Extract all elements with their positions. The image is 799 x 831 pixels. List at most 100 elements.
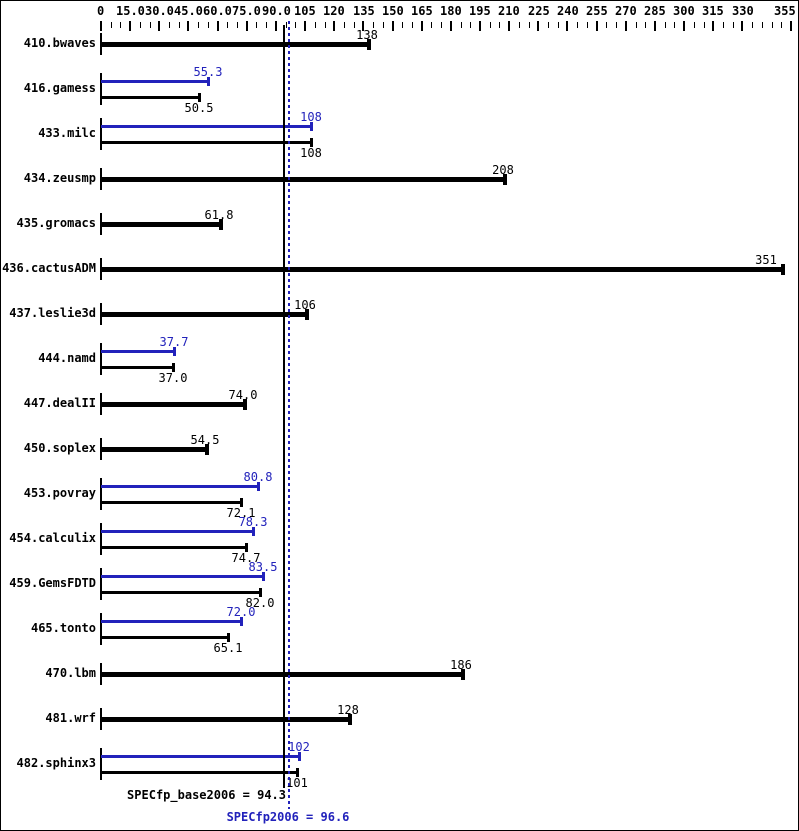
base-bar [101, 636, 228, 639]
axis-minor-tick [373, 22, 374, 28]
base-bar [101, 447, 207, 452]
benchmark-label: 482.sphinx3 [16, 756, 96, 770]
peak-bar-end-cap [207, 77, 210, 86]
benchmark-label: 416.gamess [23, 81, 96, 95]
base-value-label: 128 [337, 703, 359, 717]
axis-major-tick [421, 21, 423, 31]
axis-major-tick [741, 21, 743, 31]
axis-tick-label: 45.0 [174, 4, 203, 18]
axis-minor-tick [208, 22, 209, 28]
axis-major-tick [625, 21, 627, 31]
axis-minor-tick [344, 22, 345, 28]
axis-major-tick [596, 21, 598, 31]
base-bar-end-cap [781, 264, 785, 275]
peak-bar [101, 575, 263, 578]
axis-minor-tick [227, 22, 228, 28]
peak-bar [101, 485, 258, 488]
peak-bar-end-cap [173, 347, 176, 356]
axis-minor-tick [198, 22, 199, 28]
base-bar-end-cap [461, 669, 465, 680]
axis-tick-label: 285 [644, 4, 666, 18]
base-bar-end-cap [205, 444, 209, 455]
base-value-label: 106 [294, 298, 316, 312]
axis-minor-tick [120, 22, 121, 28]
benchmark-label: 436.cactusADM [2, 261, 96, 275]
axis-tick-label: 0 [97, 4, 105, 18]
benchmark-label: 410.bwaves [23, 36, 96, 50]
peak-bar [101, 350, 174, 353]
axis-major-tick [333, 21, 335, 31]
axis-minor-tick [548, 22, 549, 28]
base-bar-end-cap [310, 138, 313, 147]
base-bar-end-cap [172, 363, 175, 372]
axis-minor-tick [723, 22, 724, 28]
benchmark-label: 459.GemsFDTD [9, 576, 96, 590]
axis-minor-tick [286, 22, 287, 28]
base-value-label: 186 [450, 658, 472, 672]
axis-tick-label: 120 [323, 4, 345, 18]
benchmark-label: 454.calculix [9, 531, 96, 545]
axis-major-tick [508, 21, 510, 31]
axis-tick-label: 105 [294, 4, 316, 18]
axis-minor-tick [179, 22, 180, 28]
base-bar [101, 771, 297, 774]
base-bar [101, 222, 221, 227]
row-axis-line [100, 343, 102, 375]
base-bar-end-cap [296, 768, 299, 777]
base-bar-end-cap [240, 498, 243, 507]
axis-minor-tick [295, 22, 296, 28]
peak-bar [101, 530, 253, 533]
axis-major-tick [450, 21, 452, 31]
benchmark-label: 434.zeusmp [23, 171, 96, 185]
peak_mean-reference-line [288, 21, 290, 809]
base-bar-end-cap [198, 93, 201, 102]
base-bar [101, 366, 173, 369]
benchmark-label: 437.leslie3d [9, 306, 96, 320]
axis-minor-tick [402, 22, 403, 28]
axis-minor-tick [529, 22, 530, 28]
peak-value-label: 37.7 [159, 335, 189, 349]
axis-tick-label: 330 [732, 4, 754, 18]
base-bar [101, 546, 246, 549]
axis-major-tick [187, 21, 189, 31]
base-bar [101, 312, 307, 317]
axis-major-tick [362, 21, 364, 31]
axis-minor-tick [111, 22, 112, 28]
axis-major-tick [158, 21, 160, 31]
axis-minor-tick [519, 22, 520, 28]
axis-minor-tick [140, 22, 141, 28]
benchmark-label: 435.gromacs [16, 216, 96, 230]
peak-value-label: 83.5 [248, 560, 278, 574]
peak-bar-end-cap [252, 527, 255, 536]
base-value-label: 65.1 [213, 641, 243, 655]
peak-bar-end-cap [298, 752, 301, 761]
axis-minor-tick [636, 22, 637, 28]
axis-tick-label: 60.0 [203, 4, 232, 18]
peak-bar [101, 80, 208, 83]
base-bar [101, 267, 783, 272]
benchmark-label: 450.soplex [23, 441, 96, 455]
axis-tick-label: 75.0 [232, 4, 261, 18]
base-bar-end-cap [219, 219, 223, 230]
axis-minor-tick [490, 22, 491, 28]
base-value-label: 101 [286, 776, 308, 790]
base-bar-end-cap [245, 543, 248, 552]
axis-major-tick [246, 21, 248, 31]
peak-bar-end-cap [257, 482, 260, 491]
base_mean-reference-line [283, 25, 285, 788]
axis-minor-tick [694, 22, 695, 28]
axis-major-tick [537, 21, 539, 31]
base-value-label: 108 [300, 146, 322, 160]
base-bar [101, 177, 505, 182]
axis-tick-label: 270 [615, 4, 637, 18]
axis-minor-tick [383, 22, 384, 28]
base-bar [101, 591, 260, 594]
axis-tick-label: 210 [498, 4, 520, 18]
base-score-label: SPECfp_base2006 = 94.3 [127, 788, 286, 802]
axis-minor-tick [781, 22, 782, 28]
peak-value-label: 55.3 [193, 65, 223, 79]
axis-minor-tick [354, 22, 355, 28]
axis-minor-tick [733, 22, 734, 28]
base-bar [101, 672, 463, 677]
